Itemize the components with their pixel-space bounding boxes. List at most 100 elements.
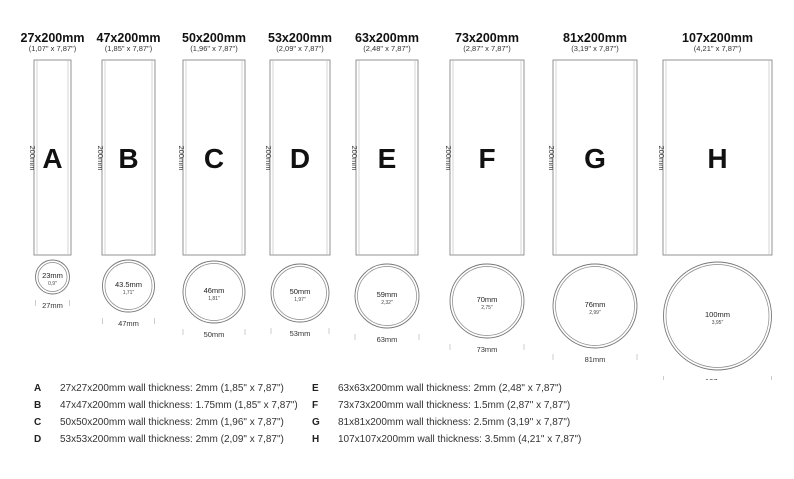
- legend-item-a: A 27x27x200mm wall thickness: 2mm (1,85" …: [34, 383, 298, 400]
- legend-item-h: H 107x107x200mm wall thickness: 3.5mm (4,…: [312, 434, 581, 451]
- tube-cross-section-inner-e: [357, 266, 417, 326]
- legend-key: B: [34, 400, 42, 411]
- tube-height-label-h: 200mm: [657, 145, 666, 170]
- tube-inner-diameter-h: 100mm: [705, 310, 730, 319]
- tube-letter-a: A: [42, 143, 62, 174]
- tube-inner-diameter-d: 50mm: [290, 287, 311, 296]
- tube-letter-f: F: [478, 143, 495, 174]
- tube-height-label-b: 200mm: [96, 145, 105, 170]
- legend-item-c: C 50x50x200mm wall thickness: 2mm (1,96" …: [34, 417, 298, 434]
- legend-key: E: [312, 383, 319, 394]
- legend-key: C: [34, 417, 42, 428]
- tube-cross-section-outer-e: [354, 263, 420, 329]
- tube-inches-g: (3,19" x 7,87"): [571, 44, 619, 53]
- tube-cross-section-inner-a: [37, 262, 68, 292]
- tube-inner-diameter-c: 46mm: [204, 286, 225, 295]
- legend-text: 81x81x200mm wall thickness: 2.5mm (3,19"…: [338, 417, 571, 428]
- tube-outer-diameter-d: 53mm: [290, 329, 311, 338]
- tube-inner-inches-f: 2,75": [481, 305, 493, 311]
- tube-title-d: 53x200mm: [268, 31, 332, 45]
- tube-cross-section-inner-h: [665, 264, 770, 368]
- tube-cross-section-inner-d: [273, 266, 327, 320]
- legend-text: 27x27x200mm wall thickness: 2mm (1,85" x…: [60, 383, 284, 394]
- tube-body-e: [355, 59, 419, 256]
- tube-inches-e: (2,48" x 7,87"): [363, 44, 411, 53]
- legend-key: F: [312, 400, 319, 411]
- tube-inner-diameter-e: 59mm: [377, 290, 398, 299]
- legend-key: A: [34, 383, 42, 394]
- tube-title-a: 27x200mm: [21, 31, 85, 45]
- legend-column-right: E 63x63x200mm wall thickness: 2mm (2,48" …: [312, 383, 581, 451]
- tube-inner-inches-g: 2,99": [589, 310, 601, 316]
- tube-outer-diameter-b: 47mm: [118, 319, 139, 328]
- tube-height-label-a: 200mm: [28, 145, 37, 170]
- tube-cross-section-outer-b: [102, 259, 155, 313]
- tube-inches-b: (1,85" x 7,87"): [105, 44, 153, 53]
- tube-letter-e: E: [378, 143, 397, 174]
- tube-cross-section-outer-a: [35, 259, 70, 295]
- tube-body-f: [449, 59, 525, 256]
- tube-inner-inches-a: 0,9": [48, 281, 57, 287]
- tube-title-g: 81x200mm: [563, 31, 627, 45]
- tube-inches-c: (1,96" x 7,87"): [190, 44, 238, 53]
- tube-inner-diameter-f: 70mm: [477, 295, 498, 304]
- legend-item-f: F 73x73x200mm wall thickness: 1.5mm (2,87…: [312, 400, 581, 417]
- tube-outer-diameter-f: 73mm: [477, 345, 498, 354]
- tube-letter-b: B: [118, 143, 138, 174]
- tube-letter-g: G: [584, 143, 606, 174]
- tube-body-a: [33, 59, 72, 256]
- tube-body-g: [552, 59, 638, 256]
- tube-cross-section-inner-b: [104, 262, 153, 310]
- legend-item-e: E 63x63x200mm wall thickness: 2mm (2,48" …: [312, 383, 581, 400]
- tube-cross-section-outer-f: [449, 263, 525, 339]
- tube-body-h: [662, 59, 773, 256]
- tube-body-b: [101, 59, 156, 256]
- tube-body-c: [182, 59, 246, 256]
- tube-letter-c: C: [204, 143, 224, 174]
- tube-cross-section-outer-c: [182, 260, 246, 324]
- tube-inner-inches-b: 1,71": [123, 290, 135, 296]
- tube-title-h: 107x200mm: [682, 31, 753, 45]
- tube-height-label-d: 200mm: [264, 145, 273, 170]
- legend-item-g: G 81x81x200mm wall thickness: 2.5mm (3,19…: [312, 417, 581, 434]
- tube-letter-d: D: [290, 143, 310, 174]
- tube-height-label-g: 200mm: [547, 145, 556, 170]
- tube-title-b: 47x200mm: [97, 31, 161, 45]
- legend-text: 53x53x200mm wall thickness: 2mm (2,09" x…: [60, 434, 284, 445]
- tube-cross-section-inner-g: [555, 266, 635, 346]
- tube-inner-diameter-a: 23mm: [42, 271, 63, 280]
- legend-text: 107x107x200mm wall thickness: 3.5mm (4,2…: [338, 434, 582, 445]
- legend-text: 50x50x200mm wall thickness: 2mm (1,96" x…: [60, 417, 284, 428]
- tube-inches-f: (2,87" x 7,87"): [463, 44, 511, 53]
- tube-title-f: 73x200mm: [455, 31, 519, 45]
- tube-height-label-e: 200mm: [350, 145, 359, 170]
- legend-key: D: [34, 434, 42, 445]
- legend-text: 47x47x200mm wall thickness: 1.75mm (1,85…: [60, 400, 298, 411]
- legend-key: H: [312, 434, 320, 445]
- legend-item-b: B 47x47x200mm wall thickness: 1.75mm (1,8…: [34, 400, 298, 417]
- tube-outer-diameter-a: 27mm: [42, 301, 63, 310]
- tube-inner-inches-h: 3,95": [712, 320, 724, 326]
- tube-outer-diameter-h: 107mm: [705, 377, 730, 380]
- legend-item-d: D 53x53x200mm wall thickness: 2mm (2,09" …: [34, 434, 298, 451]
- tube-inches-a: (1,07" x 7,87"): [29, 44, 77, 53]
- tube-outer-diameter-g: 81mm: [585, 355, 606, 364]
- tube-title-e: 63x200mm: [355, 31, 419, 45]
- tube-inches-h: (4,21" x 7,87"): [694, 44, 742, 53]
- tube-letter-h: H: [707, 143, 727, 174]
- tube-cross-section-outer-g: [552, 263, 638, 349]
- tube-cross-section-outer-h: [663, 261, 772, 371]
- legend-column-left: A 27x27x200mm wall thickness: 2mm (1,85" …: [34, 383, 298, 451]
- tube-inner-diameter-b: 43.5mm: [115, 280, 142, 289]
- tube-inner-diameter-g: 76mm: [585, 300, 606, 309]
- tube-outer-diameter-e: 63mm: [377, 335, 398, 344]
- tube-inches-d: (2,09" x 7,87"): [276, 44, 324, 53]
- tube-cross-section-inner-f: [452, 266, 522, 336]
- legend-key: G: [312, 417, 320, 428]
- legend-text: 63x63x200mm wall thickness: 2mm (2,48" x…: [338, 383, 562, 394]
- tube-body-d: [269, 59, 331, 256]
- tube-inner-inches-e: 2,32": [381, 300, 393, 306]
- tube-inner-inches-d: 1,97": [294, 297, 306, 303]
- tube-height-label-f: 200mm: [444, 145, 453, 170]
